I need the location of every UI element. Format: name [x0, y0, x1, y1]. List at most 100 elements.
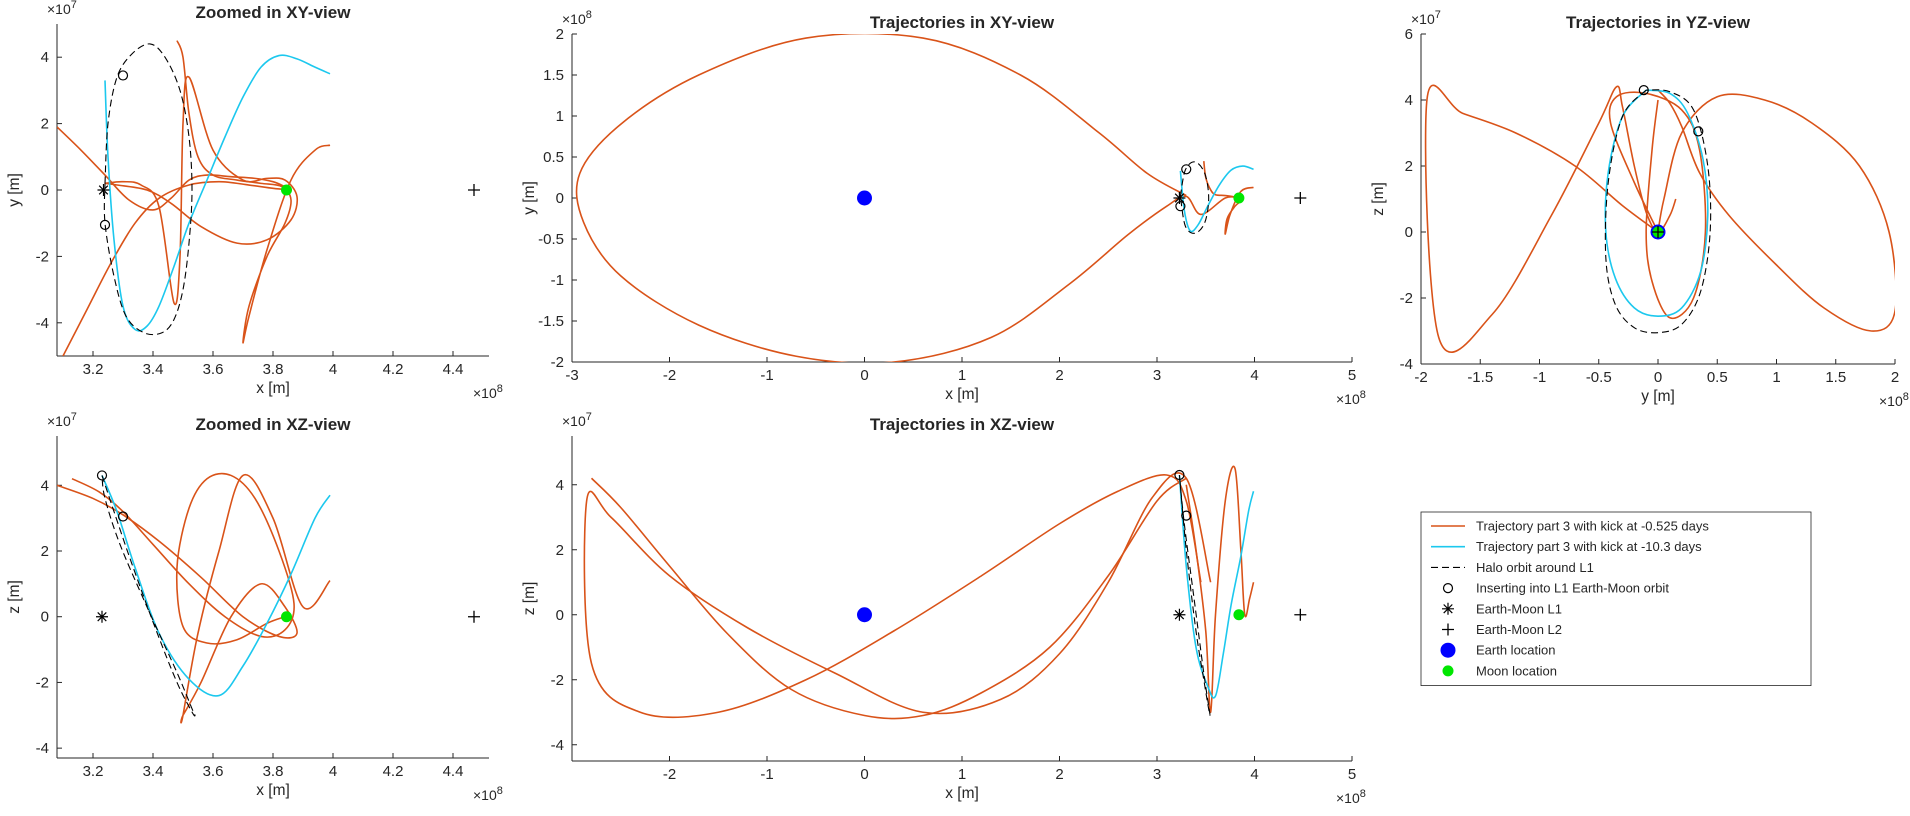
panel-zoomed-xy: 3.2 3.4 3.6 3.8 4 4.2 4.4 -4 -2 0 2 4 Zoomed in XY-v…	[6, 0, 503, 401]
trajectory-kick-0525-line	[1657, 89, 1895, 332]
y-tick-label: 0	[41, 609, 49, 626]
trajectory-kick-103-line	[101, 475, 331, 697]
y-tick-label: 4	[556, 477, 564, 494]
legend-asterisk-swatch	[1442, 602, 1454, 615]
panel-zoomed-xz: 3.2 3.4 3.6 3.8 4 4.2 4.4 -4 -2 0 2 4 Zoomed in XZ-v…	[6, 411, 503, 803]
x-tick-label: 3.8	[263, 361, 284, 378]
x-tick-label: 4	[1250, 367, 1258, 384]
trajectory-kick-0525-line	[104, 75, 299, 306]
x-tick-label: 4	[329, 361, 337, 378]
legend-label: Trajectory part 3 with kick at -0.525 da…	[1476, 519, 1709, 534]
x-tick-label: 5	[1348, 367, 1356, 384]
y-tick-label: 0	[556, 607, 564, 624]
insertion-point-marker	[1693, 126, 1704, 137]
panel-title: Zoomed in XZ-view	[196, 415, 352, 434]
trajectory-kick-0525-line	[176, 40, 331, 344]
y-tick-label: 0	[41, 182, 49, 199]
y-tick-label: -2	[36, 248, 49, 265]
moon-marker	[1233, 192, 1245, 204]
y-axis-label: y [m]	[6, 173, 23, 207]
y-tick-label: 1	[556, 108, 564, 125]
y-tick-label: -2	[551, 354, 564, 371]
y-tick-label: 6	[1405, 26, 1413, 43]
trajectory-kick-0525-line	[583, 472, 1212, 719]
l1-point-marker	[1173, 192, 1186, 204]
legend-item: Earth-Moon L1	[1442, 601, 1562, 616]
x-tick-label: 1	[958, 766, 966, 783]
x-tick-label: -3	[565, 367, 578, 384]
x-tick-label: 4	[1250, 766, 1258, 783]
y-tick-label: -0.5	[538, 231, 564, 248]
y-tick-label: 2	[556, 542, 564, 559]
y-tick-label: 4	[41, 49, 49, 66]
x-tick-label: 4.2	[383, 763, 404, 780]
y-tick-label: -2	[1400, 290, 1413, 307]
insertion-point-marker	[117, 70, 129, 81]
panel-title: Trajectories in YZ-view	[1566, 13, 1751, 32]
l2-point-marker	[468, 184, 480, 196]
x-tick-label: 4.4	[443, 763, 464, 780]
x-tick-label: 3.2	[83, 763, 104, 780]
x-tick-label: -2	[663, 367, 676, 384]
x-tick-label: 4	[329, 763, 337, 780]
x-axis-label: y [m]	[1641, 388, 1675, 405]
y-axis-label: y [m]	[521, 181, 538, 215]
x-tick-label: -2	[663, 766, 676, 783]
y-tick-label: 2	[41, 116, 49, 133]
series-group	[57, 40, 331, 356]
y-tick-label: -2	[551, 672, 564, 689]
x-tick-label: 3.2	[83, 361, 104, 378]
insertion-point-marker	[1181, 164, 1192, 175]
halo-orbit-line	[1178, 474, 1211, 716]
l2-point-marker	[1294, 608, 1307, 621]
y-tick-label: -4	[551, 737, 564, 754]
halo-orbit-line	[101, 475, 196, 717]
panel-title: Trajectories in XZ-view	[870, 415, 1055, 434]
y-tick-label: 4	[41, 477, 49, 494]
legend-item: Moon location	[1442, 663, 1557, 678]
legend-plus-swatch	[1442, 623, 1454, 636]
x-exponent-label: ×108	[1336, 389, 1366, 407]
x-tick-label: -1	[1533, 369, 1546, 386]
y-exponent-label: ×107	[47, 0, 77, 17]
x-tick-label: 0	[860, 766, 868, 783]
l2-point-marker	[1652, 226, 1664, 238]
x-tick-label: 0	[1654, 369, 1662, 386]
legend-item: Inserting into L1 Earth-Moon orbit	[1442, 581, 1669, 596]
legend-dot-swatch	[1440, 642, 1456, 658]
x-exponent-label: ×108	[473, 383, 503, 401]
y-tick-label: -2	[36, 674, 49, 691]
legend-label: Halo orbit around L1	[1476, 560, 1594, 575]
legend-label: Earth-Moon L1	[1476, 601, 1562, 616]
y-exponent-label: ×107	[1411, 9, 1441, 27]
panel-title: Zoomed in XY-view	[196, 3, 352, 22]
y-tick-label: 4	[1405, 92, 1413, 109]
panel-trajectories-xy: -3 -2 -1 0 1 2 3 4 5-2-1.5-1-0.500.511.52Traject…	[521, 9, 1366, 407]
legend-item: Earth-Moon L2	[1442, 622, 1562, 637]
insertion-point-marker	[99, 219, 111, 230]
insertion-point-marker	[117, 511, 129, 522]
x-tick-label: -0.5	[1586, 369, 1612, 386]
l2-point-marker	[468, 610, 480, 623]
x-tick-label: 2	[1891, 369, 1899, 386]
x-exponent-label: ×108	[1879, 391, 1909, 409]
x-axis-label: x [m]	[945, 785, 979, 802]
legend: Trajectory part 3 with kick at -0.525 da…	[1420, 511, 1812, 687]
insertion-point-marker	[1174, 469, 1185, 481]
y-axis-label: z [m]	[521, 582, 538, 616]
x-tick-label: 2	[1055, 766, 1063, 783]
panel-trajectories-yz: -2 -1.5 -1 -0.5 0 0.5 1 1.5 2-4-20246Trajectorie…	[1370, 9, 1909, 409]
y-tick-label: 2	[556, 26, 564, 43]
x-tick-label: 1	[1772, 369, 1780, 386]
trajectory-kick-0525-line	[71, 472, 295, 645]
legend-item: Trajectory part 3 with kick at -0.525 da…	[1431, 519, 1709, 534]
insertion-point-marker	[96, 470, 108, 481]
trajectory-kick-0525-line	[590, 477, 1187, 720]
l2-point-marker	[1294, 192, 1307, 204]
y-tick-label: -1	[551, 272, 564, 289]
legend-label: Moon location	[1476, 663, 1557, 678]
x-tick-label: 3	[1153, 367, 1161, 384]
insertion-point-marker	[1181, 510, 1192, 521]
insertion-point-marker	[1175, 201, 1186, 212]
